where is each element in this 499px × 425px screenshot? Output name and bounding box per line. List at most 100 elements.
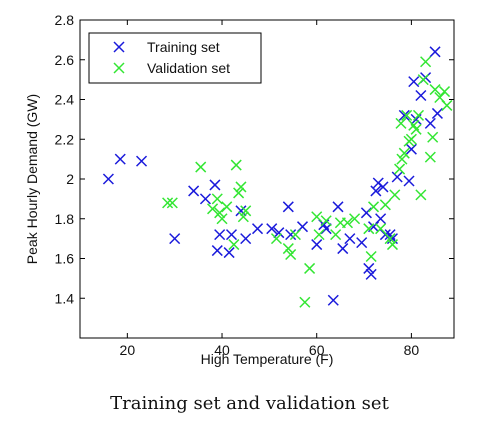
validation-point [282, 243, 294, 255]
validation-point [401, 109, 413, 121]
y-tick-label: 2.6 [55, 52, 75, 68]
validation-point [365, 250, 377, 263]
training-point [365, 268, 377, 280]
validation-point [237, 211, 249, 223]
validation-point [349, 213, 361, 225]
training-point [356, 237, 368, 249]
validation-point [221, 201, 233, 213]
validation-point [424, 151, 436, 163]
training-point [408, 76, 420, 88]
data-points [102, 46, 453, 308]
x-tick-label: 60 [309, 342, 325, 358]
training-point [114, 153, 126, 165]
training-point [240, 233, 252, 245]
training-point [252, 223, 264, 235]
validation-point [214, 207, 226, 219]
training-point [282, 201, 294, 213]
validation-point [289, 229, 301, 241]
validation-point [166, 197, 178, 209]
y-tick-label: 2 [66, 171, 74, 187]
validation-point [412, 109, 425, 121]
training-point [415, 89, 427, 102]
validation-point [389, 189, 401, 201]
validation-point [285, 248, 297, 261]
validation-point [394, 163, 406, 175]
training-point [375, 213, 387, 225]
training-point [214, 229, 226, 241]
y-axis-label: Peak Hourly Demand (GW) [24, 94, 40, 264]
validation-point [379, 199, 391, 211]
validation-point [367, 201, 380, 213]
validation-point [341, 217, 354, 229]
y-tick-label: 1.8 [55, 211, 75, 227]
training-point [320, 223, 332, 235]
validation-point [216, 213, 228, 225]
training-point [327, 294, 339, 306]
training-point [223, 247, 235, 259]
training-point [398, 109, 410, 121]
training-point [225, 229, 238, 241]
validation-point [230, 159, 242, 171]
training-point [199, 193, 211, 205]
y-tick-label: 2.2 [55, 131, 75, 147]
validation-point [429, 84, 441, 96]
legend-label-training: Training set [147, 39, 220, 55]
training-point [403, 175, 415, 187]
validation-point [270, 233, 282, 245]
axis-ticks: 20 40 60 80 1.4 1.6 1.8 2 2.2 2.4 2.6 2.8 [55, 12, 454, 358]
validation-point [228, 239, 240, 251]
legend-marker-validation [113, 62, 125, 74]
training-point [360, 207, 372, 219]
validation-point [195, 161, 207, 173]
validation-point [405, 133, 417, 145]
legend: Training set Validation set [88, 32, 262, 84]
validation-point [395, 117, 407, 129]
validation-point [396, 153, 408, 165]
validation-point [420, 56, 432, 68]
validation-point [240, 205, 252, 217]
validation-point [304, 262, 316, 274]
validation-point [386, 239, 398, 251]
validation-point [439, 86, 451, 98]
x-tick-label: 80 [404, 342, 420, 358]
validation-point [235, 181, 247, 193]
validation-point [233, 187, 245, 199]
training-point [136, 155, 148, 167]
validation-point [417, 74, 429, 86]
x-axis-label: High Temperature (F) [201, 351, 334, 367]
training-point [431, 107, 443, 119]
y-tick-label: 1.4 [55, 290, 75, 306]
training-point [285, 229, 297, 241]
validation-point [410, 123, 422, 135]
validation-point [211, 193, 223, 205]
training-point [188, 185, 200, 197]
training-point [363, 262, 375, 274]
validation-point [398, 147, 410, 159]
x-tick-label: 40 [214, 342, 230, 358]
training-point [370, 185, 382, 197]
training-point [391, 171, 403, 183]
legend-marker-training [113, 41, 125, 53]
training-point [332, 201, 344, 213]
training-point [311, 239, 323, 251]
training-point [209, 179, 221, 191]
training-point [211, 245, 223, 257]
x-tick-label: 20 [120, 342, 136, 358]
y-tick-label: 2.8 [55, 12, 75, 28]
validation-point [427, 131, 439, 143]
training-point [424, 117, 436, 129]
legend-x-icon [113, 41, 125, 53]
training-point [266, 223, 278, 235]
training-point [337, 243, 349, 255]
training-point [169, 233, 181, 245]
validation-point [162, 197, 174, 209]
legend-x-icon [113, 62, 125, 74]
y-tick-label: 1.6 [55, 251, 75, 267]
training-point [405, 143, 417, 155]
validation-point [311, 211, 323, 223]
training-point [429, 46, 441, 58]
y-tick-label: 2.4 [55, 92, 75, 108]
validation-point [207, 203, 219, 215]
validation-point [375, 223, 387, 235]
